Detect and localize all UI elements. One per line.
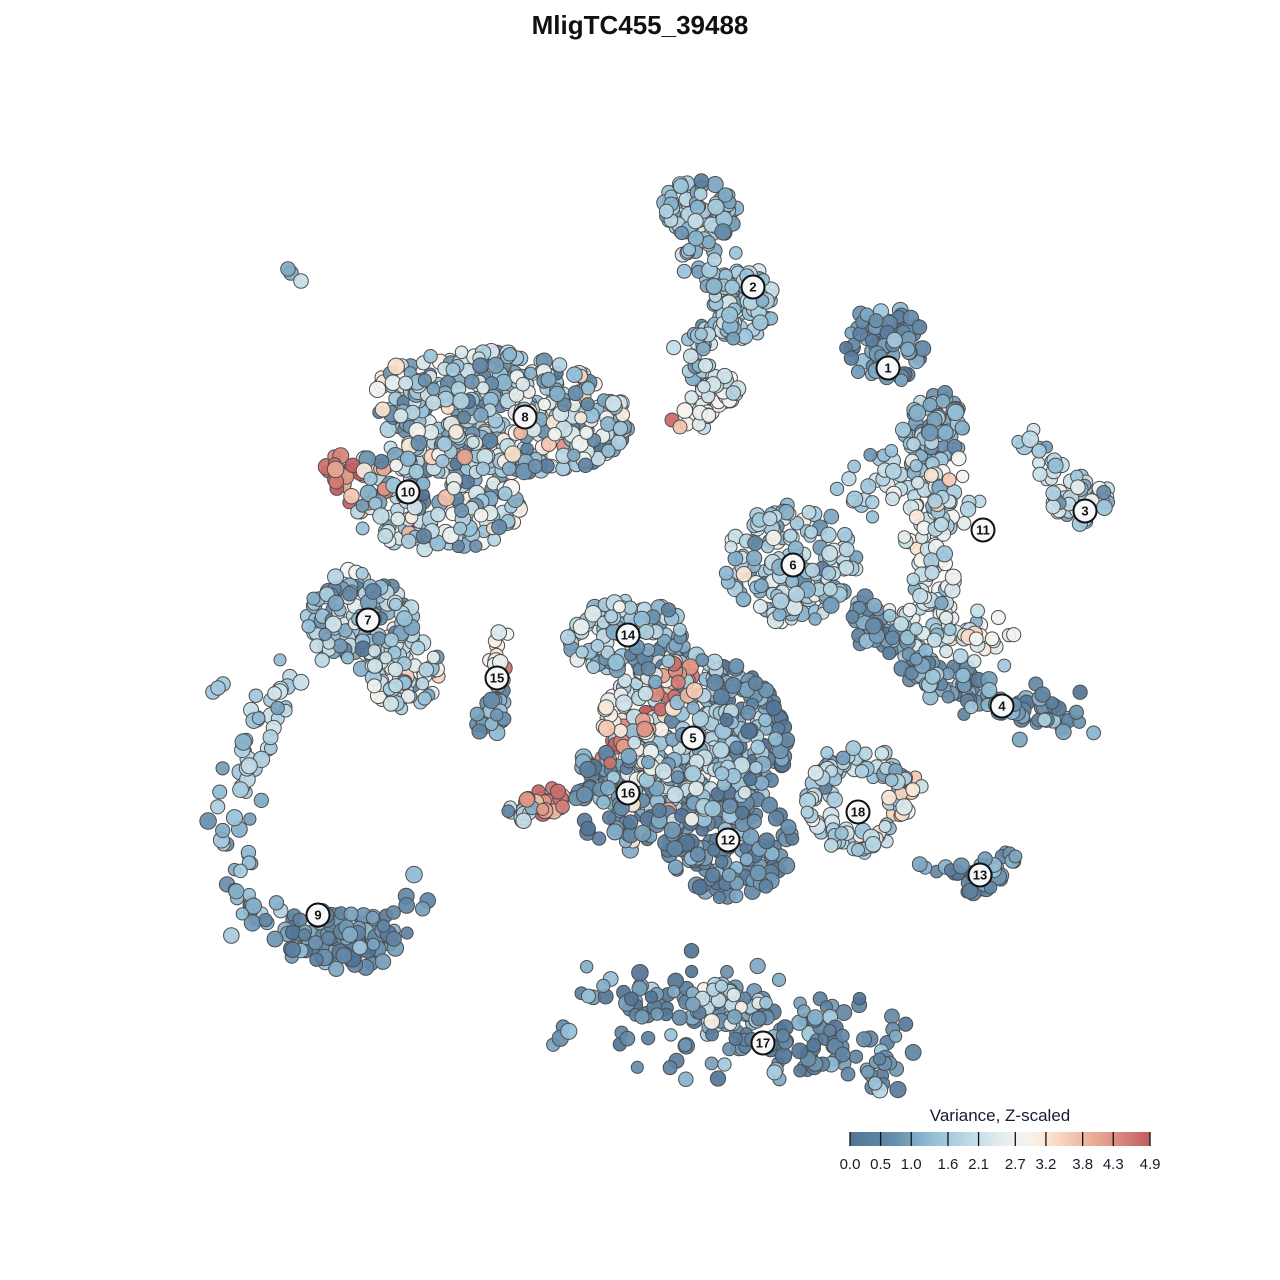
svg-text:11: 11 (976, 522, 990, 537)
svg-text:9: 9 (314, 907, 321, 922)
svg-text:8: 8 (521, 409, 528, 424)
svg-text:3: 3 (1081, 503, 1088, 518)
svg-text:3.8: 3.8 (1072, 1156, 1093, 1173)
svg-text:14: 14 (621, 627, 636, 642)
svg-text:16: 16 (621, 785, 635, 800)
svg-text:Variance, Z-scaled: Variance, Z-scaled (930, 1106, 1070, 1125)
svg-text:17: 17 (756, 1035, 770, 1050)
svg-text:3.2: 3.2 (1035, 1156, 1056, 1173)
svg-text:2: 2 (749, 279, 756, 294)
svg-text:15: 15 (490, 670, 504, 685)
svg-text:18: 18 (851, 804, 865, 819)
svg-text:7: 7 (364, 612, 371, 627)
svg-text:4.9: 4.9 (1140, 1156, 1161, 1173)
svg-text:6: 6 (789, 557, 796, 572)
svg-text:2.7: 2.7 (1005, 1156, 1026, 1173)
svg-text:1.0: 1.0 (901, 1156, 922, 1173)
svg-text:10: 10 (401, 484, 415, 499)
svg-text:4.3: 4.3 (1103, 1156, 1124, 1173)
svg-text:12: 12 (721, 832, 735, 847)
svg-text:4: 4 (998, 698, 1006, 713)
svg-text:1.6: 1.6 (938, 1156, 959, 1173)
svg-text:2.1: 2.1 (968, 1156, 989, 1173)
svg-text:13: 13 (973, 867, 987, 882)
svg-text:0.0: 0.0 (840, 1156, 861, 1173)
svg-text:1: 1 (884, 360, 891, 375)
svg-text:5: 5 (689, 730, 696, 745)
svg-text:0.5: 0.5 (870, 1156, 891, 1173)
